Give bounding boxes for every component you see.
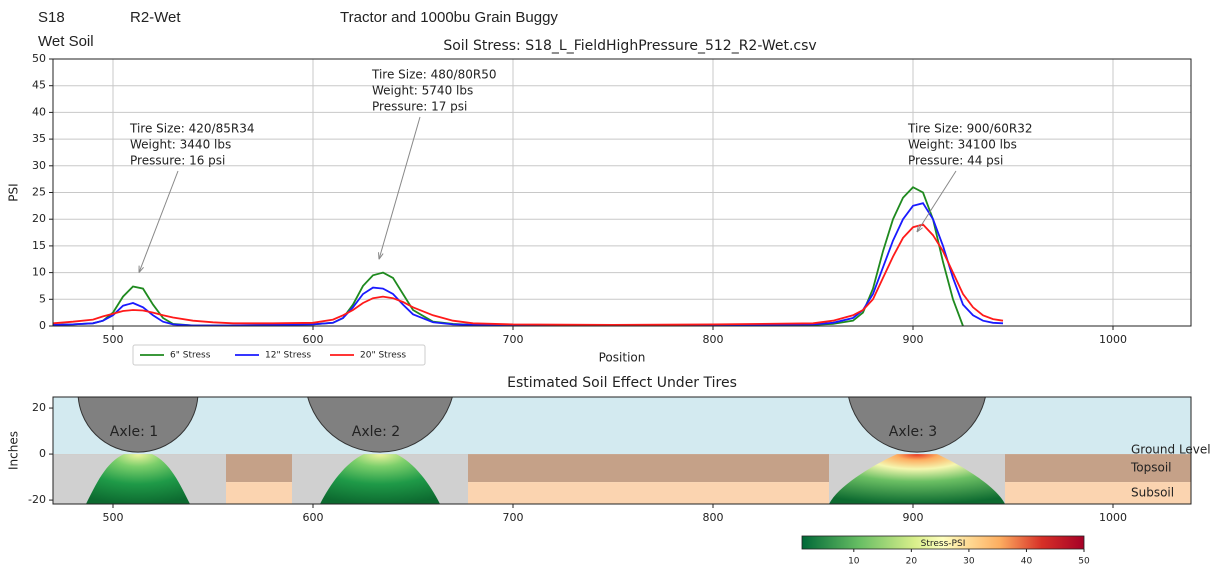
annotation-text: Weight: 5740 lbs [372, 84, 473, 98]
header-scene: S18 [38, 9, 65, 26]
y-tick-label: 30 [32, 159, 46, 172]
y-tick-label: 25 [32, 186, 46, 199]
y-tick-label: 20 [32, 212, 46, 225]
colorbar-tick-label: 10 [848, 557, 860, 567]
colorbar-tick-label: 50 [1078, 557, 1090, 567]
y-tick-label: 15 [32, 239, 46, 252]
y-tick-label: 5 [39, 292, 46, 305]
x-axis-label: Position [599, 351, 646, 365]
x-tick-label: 700 [503, 511, 524, 524]
tire [307, 397, 453, 453]
colorbar-tick-label: 20 [906, 557, 918, 567]
y-axis-label: Inches [7, 431, 21, 470]
tire [77, 397, 199, 453]
chart-title: Estimated Soil Effect Under Tires [507, 375, 737, 391]
annotation-text: Pressure: 16 psi [130, 154, 225, 168]
header-soil: Wet Soil [38, 33, 94, 50]
annotation-text: Pressure: 44 psi [908, 154, 1003, 168]
annotation-arrow [378, 116, 421, 260]
y-tick-label: 0 [39, 319, 46, 332]
y-tick-label: 10 [32, 266, 46, 279]
annotation-text: Pressure: 17 psi [372, 100, 467, 114]
colorbar [801, 535, 1085, 550]
x-tick-label: 800 [703, 511, 724, 524]
annotation-text: Tire Size: 480/80R50 [371, 68, 496, 82]
chart-title: Soil Stress: S18_L_FieldHighPressure_512… [443, 38, 816, 54]
y-axis-label: PSI [7, 183, 21, 201]
x-tick-label: 800 [703, 333, 724, 346]
annotation-text: Weight: 34100 lbs [908, 138, 1017, 152]
x-tick-label: 900 [903, 333, 924, 346]
legend-box [132, 344, 426, 366]
annotation-arrow [916, 170, 957, 233]
layer-label: Ground Level [1131, 443, 1211, 457]
x-tick-label: 900 [903, 511, 924, 524]
arrow-head [138, 265, 144, 273]
axle-label: Axle: 1 [110, 424, 158, 440]
stress-plume [829, 454, 1005, 504]
tire [848, 397, 986, 453]
x-tick-label: 500 [103, 333, 124, 346]
series-line [52, 223, 1004, 326]
stress-plume [86, 454, 190, 504]
soil-plot [53, 397, 1191, 504]
annotation-text: Tire Size: 420/85R34 [129, 122, 254, 136]
colorbar-label: Stress-PSI [921, 539, 966, 549]
legend-label: 12" Stress [265, 351, 311, 361]
x-tick-label: 1000 [1099, 333, 1127, 346]
axle-label: Axle: 3 [889, 424, 937, 440]
y-tick-label: 20 [32, 401, 46, 414]
series-line [52, 186, 964, 327]
axle-label: Axle: 2 [352, 424, 400, 440]
x-tick-label: 700 [503, 333, 524, 346]
header-equipment: Tractor and 1000bu Grain Buggy [340, 9, 558, 26]
legend-label: 6" Stress [170, 351, 211, 361]
arrow-head [916, 225, 923, 233]
x-tick-label: 600 [303, 333, 324, 346]
arrow-head [378, 252, 384, 260]
layer-label: Topsoil [1130, 461, 1172, 475]
series-line [52, 202, 1004, 327]
y-tick-label: -20 [28, 493, 46, 506]
header-condition: R2-Wet [130, 9, 181, 26]
y-tick-label: 35 [32, 132, 46, 145]
colorbar-tick-label: 40 [1021, 557, 1033, 567]
sky [53, 397, 1191, 455]
plot-frame [52, 396, 1192, 505]
annotation-arrow [138, 170, 179, 273]
plot-frame [52, 58, 1192, 327]
stress-plume [320, 454, 440, 504]
annotation-text: Weight: 3440 lbs [130, 138, 231, 152]
layer-label: Subsoil [1131, 486, 1174, 500]
y-tick-label: 50 [32, 52, 46, 65]
legend-label: 20" Stress [360, 351, 406, 361]
y-tick-label: 40 [32, 105, 46, 118]
x-tick-label: 600 [303, 511, 324, 524]
x-tick-label: 500 [103, 511, 124, 524]
y-tick-label: 45 [32, 79, 46, 92]
x-tick-label: 1000 [1099, 511, 1127, 524]
colorbar-tick-label: 30 [963, 557, 975, 567]
annotation-text: Tire Size: 900/60R32 [907, 122, 1032, 136]
y-tick-label: 0 [39, 447, 46, 460]
